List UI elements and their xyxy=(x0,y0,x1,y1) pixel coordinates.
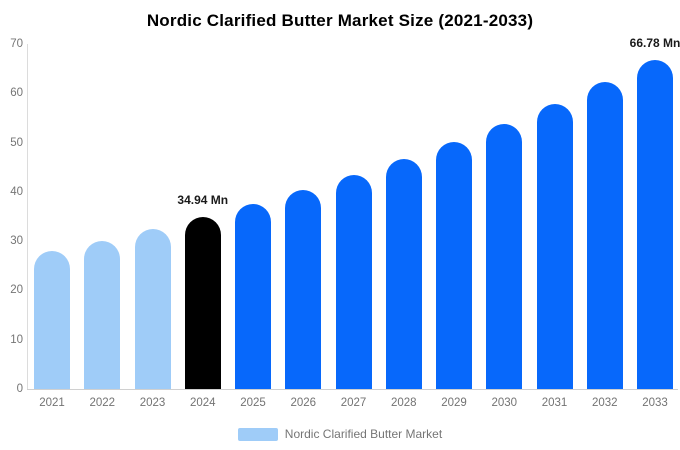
bar-2032 xyxy=(586,82,623,389)
y-axis-tick-label: 40 xyxy=(10,185,23,198)
y-axis-tick-label: 50 xyxy=(10,136,23,149)
y-axis-tick-label: 30 xyxy=(10,235,23,248)
x-axis-label: 2033 xyxy=(642,397,668,409)
x-axis-label: 2024 xyxy=(189,397,216,409)
bar-value-annotation: 66.78 Mn xyxy=(629,35,680,50)
x-axis-label: 2022 xyxy=(89,397,116,409)
x-axis-label: 2021 xyxy=(39,397,65,409)
x-axis-label: 2032 xyxy=(591,397,618,409)
bar-2023 xyxy=(134,228,171,389)
y-axis-tick-label: 70 xyxy=(10,38,23,50)
chart-title: Nordic Clarified Butter Market Size (202… xyxy=(146,11,534,30)
bar-2026 xyxy=(285,190,322,389)
bar-2024 xyxy=(184,216,221,389)
x-axis-label: 2026 xyxy=(290,397,317,409)
legend-label: Nordic Clarified Butter Market xyxy=(284,427,443,441)
y-axis-tick-label: 0 xyxy=(16,383,23,395)
y-axis-tick-label: 60 xyxy=(10,87,23,100)
bar-2027 xyxy=(335,175,372,389)
x-axis-label: 2027 xyxy=(340,397,367,409)
x-axis-label: 2025 xyxy=(240,397,266,409)
bar-2029 xyxy=(436,142,472,389)
y-axis-line xyxy=(27,44,28,389)
x-axis-label: 2023 xyxy=(139,397,166,409)
y-axis-tick-label: 10 xyxy=(10,333,23,346)
bar-2021 xyxy=(34,251,70,389)
bar-2028 xyxy=(385,159,422,389)
bar-2025 xyxy=(235,204,271,389)
x-axis-label: 2029 xyxy=(441,397,467,409)
y-axis-tick-label: 20 xyxy=(10,284,23,297)
bar-2031 xyxy=(536,103,573,389)
legend: Nordic Clarified Butter Market xyxy=(0,426,680,442)
x-axis-label: 2031 xyxy=(541,397,568,409)
bar-value-annotation: 34.94 Mn xyxy=(177,192,229,207)
bar-2030 xyxy=(486,123,523,389)
bar-2022 xyxy=(84,240,121,389)
legend-swatch xyxy=(237,427,278,441)
x-axis-label: 2028 xyxy=(390,397,417,409)
x-axis-baseline xyxy=(27,389,678,390)
x-axis-label: 2030 xyxy=(491,397,518,409)
bar-2033 xyxy=(637,59,673,389)
